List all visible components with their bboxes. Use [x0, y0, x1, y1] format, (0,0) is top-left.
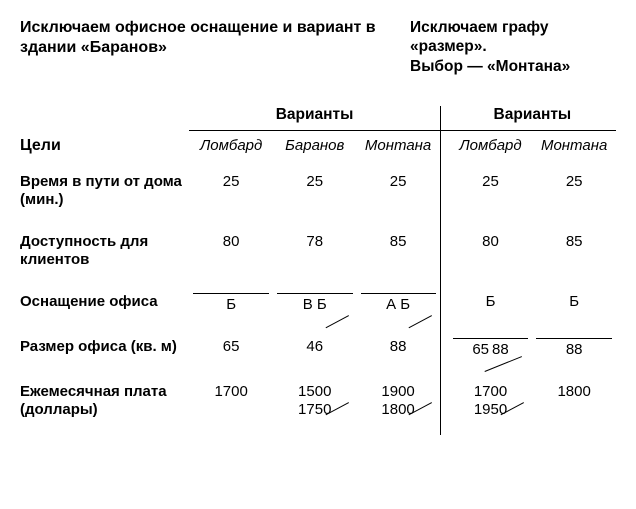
cell: 1800: [532, 375, 616, 435]
header-right: Исключаем графу «размер». Выбор — «Монта…: [410, 18, 610, 76]
cell: 85: [357, 225, 441, 285]
cell: 46: [273, 330, 357, 375]
col-montana2: Монтана: [532, 131, 616, 165]
cell: В Б: [273, 285, 357, 330]
cell: 25: [532, 165, 616, 225]
table-row: Доступность для клиентов 80 78 85 80 85: [20, 225, 616, 285]
table-row: Размер офиса (кв. м) 65 46 88 6588 88: [20, 330, 616, 375]
cell: 25: [189, 165, 273, 225]
cell: Б: [532, 285, 616, 330]
row-label: Размер офиса (кв. м): [20, 330, 189, 375]
cell: 25: [273, 165, 357, 225]
cell: 80: [189, 225, 273, 285]
cell: 88: [357, 330, 441, 375]
row-label: Ежемесячная плата (доллары): [20, 375, 189, 435]
cell: Б: [449, 285, 533, 330]
strike-icon: [408, 315, 431, 328]
col-baranov: Баранов: [273, 131, 357, 165]
table-row: Время в пути от дома (мин.) 25 25 25 25 …: [20, 165, 616, 225]
comparison-table: Варианты Варианты Цели Ломбард Баранов М…: [20, 106, 616, 435]
cell: 1900 1800: [357, 375, 441, 435]
cell: 88: [532, 330, 616, 375]
cell: А Б: [357, 285, 441, 330]
row-label: Доступность для клиентов: [20, 225, 189, 285]
strike-icon: [325, 315, 348, 328]
row-label: Оснащение офиса: [20, 285, 189, 330]
superhead-left: Варианты: [189, 106, 440, 131]
cell: 25: [357, 165, 441, 225]
cell: 1500 1750: [273, 375, 357, 435]
cell: 1700 1950: [449, 375, 533, 435]
strike-icon: [485, 356, 522, 372]
cell: 6588: [449, 330, 533, 375]
cell: 25: [449, 165, 533, 225]
cell: 78: [273, 225, 357, 285]
col-goals: Цели: [20, 131, 189, 165]
col-montana: Монтана: [357, 131, 441, 165]
superhead-right: Варианты: [449, 106, 616, 131]
table-row: Оснащение офиса Б В Б А Б Б Б: [20, 285, 616, 330]
cell: Б: [189, 285, 273, 330]
cell: 65: [189, 330, 273, 375]
cell: 1700: [189, 375, 273, 435]
header-left: Исключаем офисное оснащение и вариант в …: [20, 18, 410, 76]
col-lombard2: Ломбард: [449, 131, 533, 165]
col-lombard: Ломбард: [189, 131, 273, 165]
cell: 85: [532, 225, 616, 285]
row-label: Время в пути от дома (мин.): [20, 165, 189, 225]
table-row: Ежемесячная плата (доллары) 1700 1500 17…: [20, 375, 616, 435]
cell: 80: [449, 225, 533, 285]
